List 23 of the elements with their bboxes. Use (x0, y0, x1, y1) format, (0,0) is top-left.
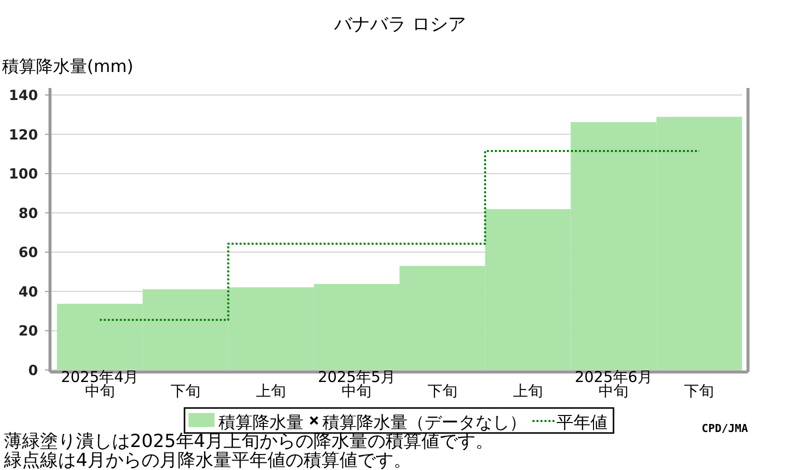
text: 緑点線は4月からの月降水量平年値の積算値です。 (3, 450, 412, 470)
x-tick-label: 下旬 (684, 382, 714, 400)
x-tick-label: 上旬 (512, 382, 543, 400)
text: CPD/JMA (702, 422, 748, 435)
y-tick-label: 20 (18, 324, 38, 340)
y-tick-label: 120 (8, 127, 38, 144)
x-tick-label: 2025年6月中旬 (574, 368, 652, 400)
x-tick-label: 2025年4月中旬 (60, 368, 139, 400)
legend-label: 積算降水量（データなし） (322, 413, 526, 433)
y-tick-label: 80 (18, 206, 38, 222)
x-tick-label: 下旬 (170, 382, 200, 400)
chart-title: バナバラ ロシア (333, 14, 466, 35)
y-axis-title: 積算降水量(mm) (2, 57, 134, 77)
legend-label: 積算降水量 (218, 413, 304, 433)
legend-label: 平年値 (556, 413, 608, 433)
y-tick-label: 100 (8, 166, 38, 183)
y-tick-label: 140 (8, 88, 38, 104)
y-tick-label: 60 (18, 245, 38, 262)
x-tick-label: 下旬 (427, 382, 458, 400)
x-tick-label: 2025年5月中旬 (318, 368, 396, 400)
y-tick-label: 0 (28, 363, 38, 379)
y-tick-label: 40 (18, 284, 38, 300)
x-tick-label: 上旬 (256, 382, 286, 400)
